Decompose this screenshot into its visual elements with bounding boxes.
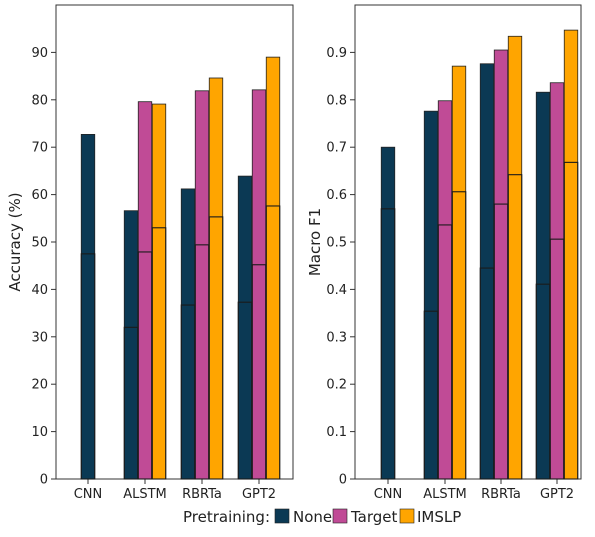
panel2-xtick-label: ALSTM (423, 487, 467, 502)
panel1-xtick-label: ALSTM (123, 487, 167, 502)
panel1-bar-target (194, 90, 210, 480)
legend-label-imslp: IMSLP (417, 508, 461, 526)
panel2-ytick-label: 0.6 (326, 188, 347, 203)
legend-swatch-imslp (399, 508, 415, 524)
panel2-bar-imslp (507, 35, 523, 480)
panel1-ytick-label: 50 (31, 236, 48, 251)
panel2-ytick-label: 0.3 (326, 330, 347, 345)
panel1-bar-none (237, 175, 253, 480)
panel2-bar-imslp (563, 29, 579, 480)
panel1-ytick-label: 80 (31, 93, 48, 108)
panel2-bar-none (423, 110, 439, 480)
panel2-xtick-label: GPT2 (540, 487, 574, 502)
panel1-ylabel: Accuracy (%) (6, 192, 24, 291)
panel1-ytick-label: 60 (31, 188, 48, 203)
panel2-xtick-label: CNN (374, 487, 403, 502)
panel2-ytick-label: 0.2 (326, 378, 347, 393)
legend-swatch-target (332, 508, 348, 524)
panel1-bar-target (251, 89, 267, 480)
panel2-bar-target (549, 82, 565, 480)
panel2-bar-none (535, 91, 551, 480)
panel1-ytick-label: 70 (31, 141, 48, 156)
panel2-bar-target (493, 49, 509, 480)
panel1-bar-none (123, 210, 139, 480)
panel1-bar-target (137, 101, 153, 480)
panel2-inner-bar-imslp (507, 174, 523, 480)
panel1-inner-bar-none (80, 253, 96, 480)
panel1-xtick-label: RBRTa (182, 487, 222, 502)
legend-label-none: None (293, 508, 332, 526)
panel1-bar-imslp (151, 103, 167, 480)
legend-swatch-none (274, 508, 290, 524)
panel2-ytick-label: 0.5 (326, 236, 347, 251)
legend-title: Pretraining: (183, 508, 270, 526)
panel2-ylabel: Macro F1 (306, 208, 324, 276)
panel2-bar-none (479, 63, 495, 480)
panel2-bar-imslp (451, 65, 467, 480)
panel1-bar-imslp (265, 56, 281, 480)
panel1-ytick-label: 10 (31, 425, 48, 440)
panel1-ytick-label: 40 (31, 283, 48, 298)
legend-label-target: Target (350, 508, 398, 526)
panel1-ytick-label: 30 (31, 330, 48, 345)
panel1-ytick-label: 20 (31, 378, 48, 393)
panel2-ytick-label: 0.4 (326, 283, 347, 298)
panel2-ytick-label: 0.1 (326, 425, 347, 440)
panel2-ytick-label: 0.7 (326, 141, 347, 156)
panel2-ytick-label: 0 (339, 473, 347, 488)
panel1-bar-imslp (208, 77, 224, 480)
panel1-bar-none (180, 188, 196, 480)
panel1-inner-bar-imslp (151, 227, 167, 480)
panel1-xtick-label: GPT2 (242, 487, 276, 502)
panel1-xtick-label: CNN (74, 487, 103, 502)
panel1-inner-bar-imslp (265, 205, 281, 480)
panel1-ytick-label: 90 (31, 46, 48, 61)
panel1-inner-bar-imslp (208, 216, 224, 480)
panel2-inner-bar-none (380, 208, 396, 480)
panel2-inner-bar-imslp (563, 161, 579, 480)
panel2-xtick-label: RBRTa (481, 487, 521, 502)
panel2-bar-none (380, 146, 396, 480)
panel2-ytick-label: 0.8 (326, 93, 347, 108)
panel1-ytick-label: 0 (40, 473, 48, 488)
panel1-bar-none (80, 134, 96, 480)
panel2-inner-bar-imslp (451, 191, 467, 480)
panel2-ytick-label: 0.9 (326, 46, 347, 61)
panel2-bar-target (437, 100, 453, 480)
